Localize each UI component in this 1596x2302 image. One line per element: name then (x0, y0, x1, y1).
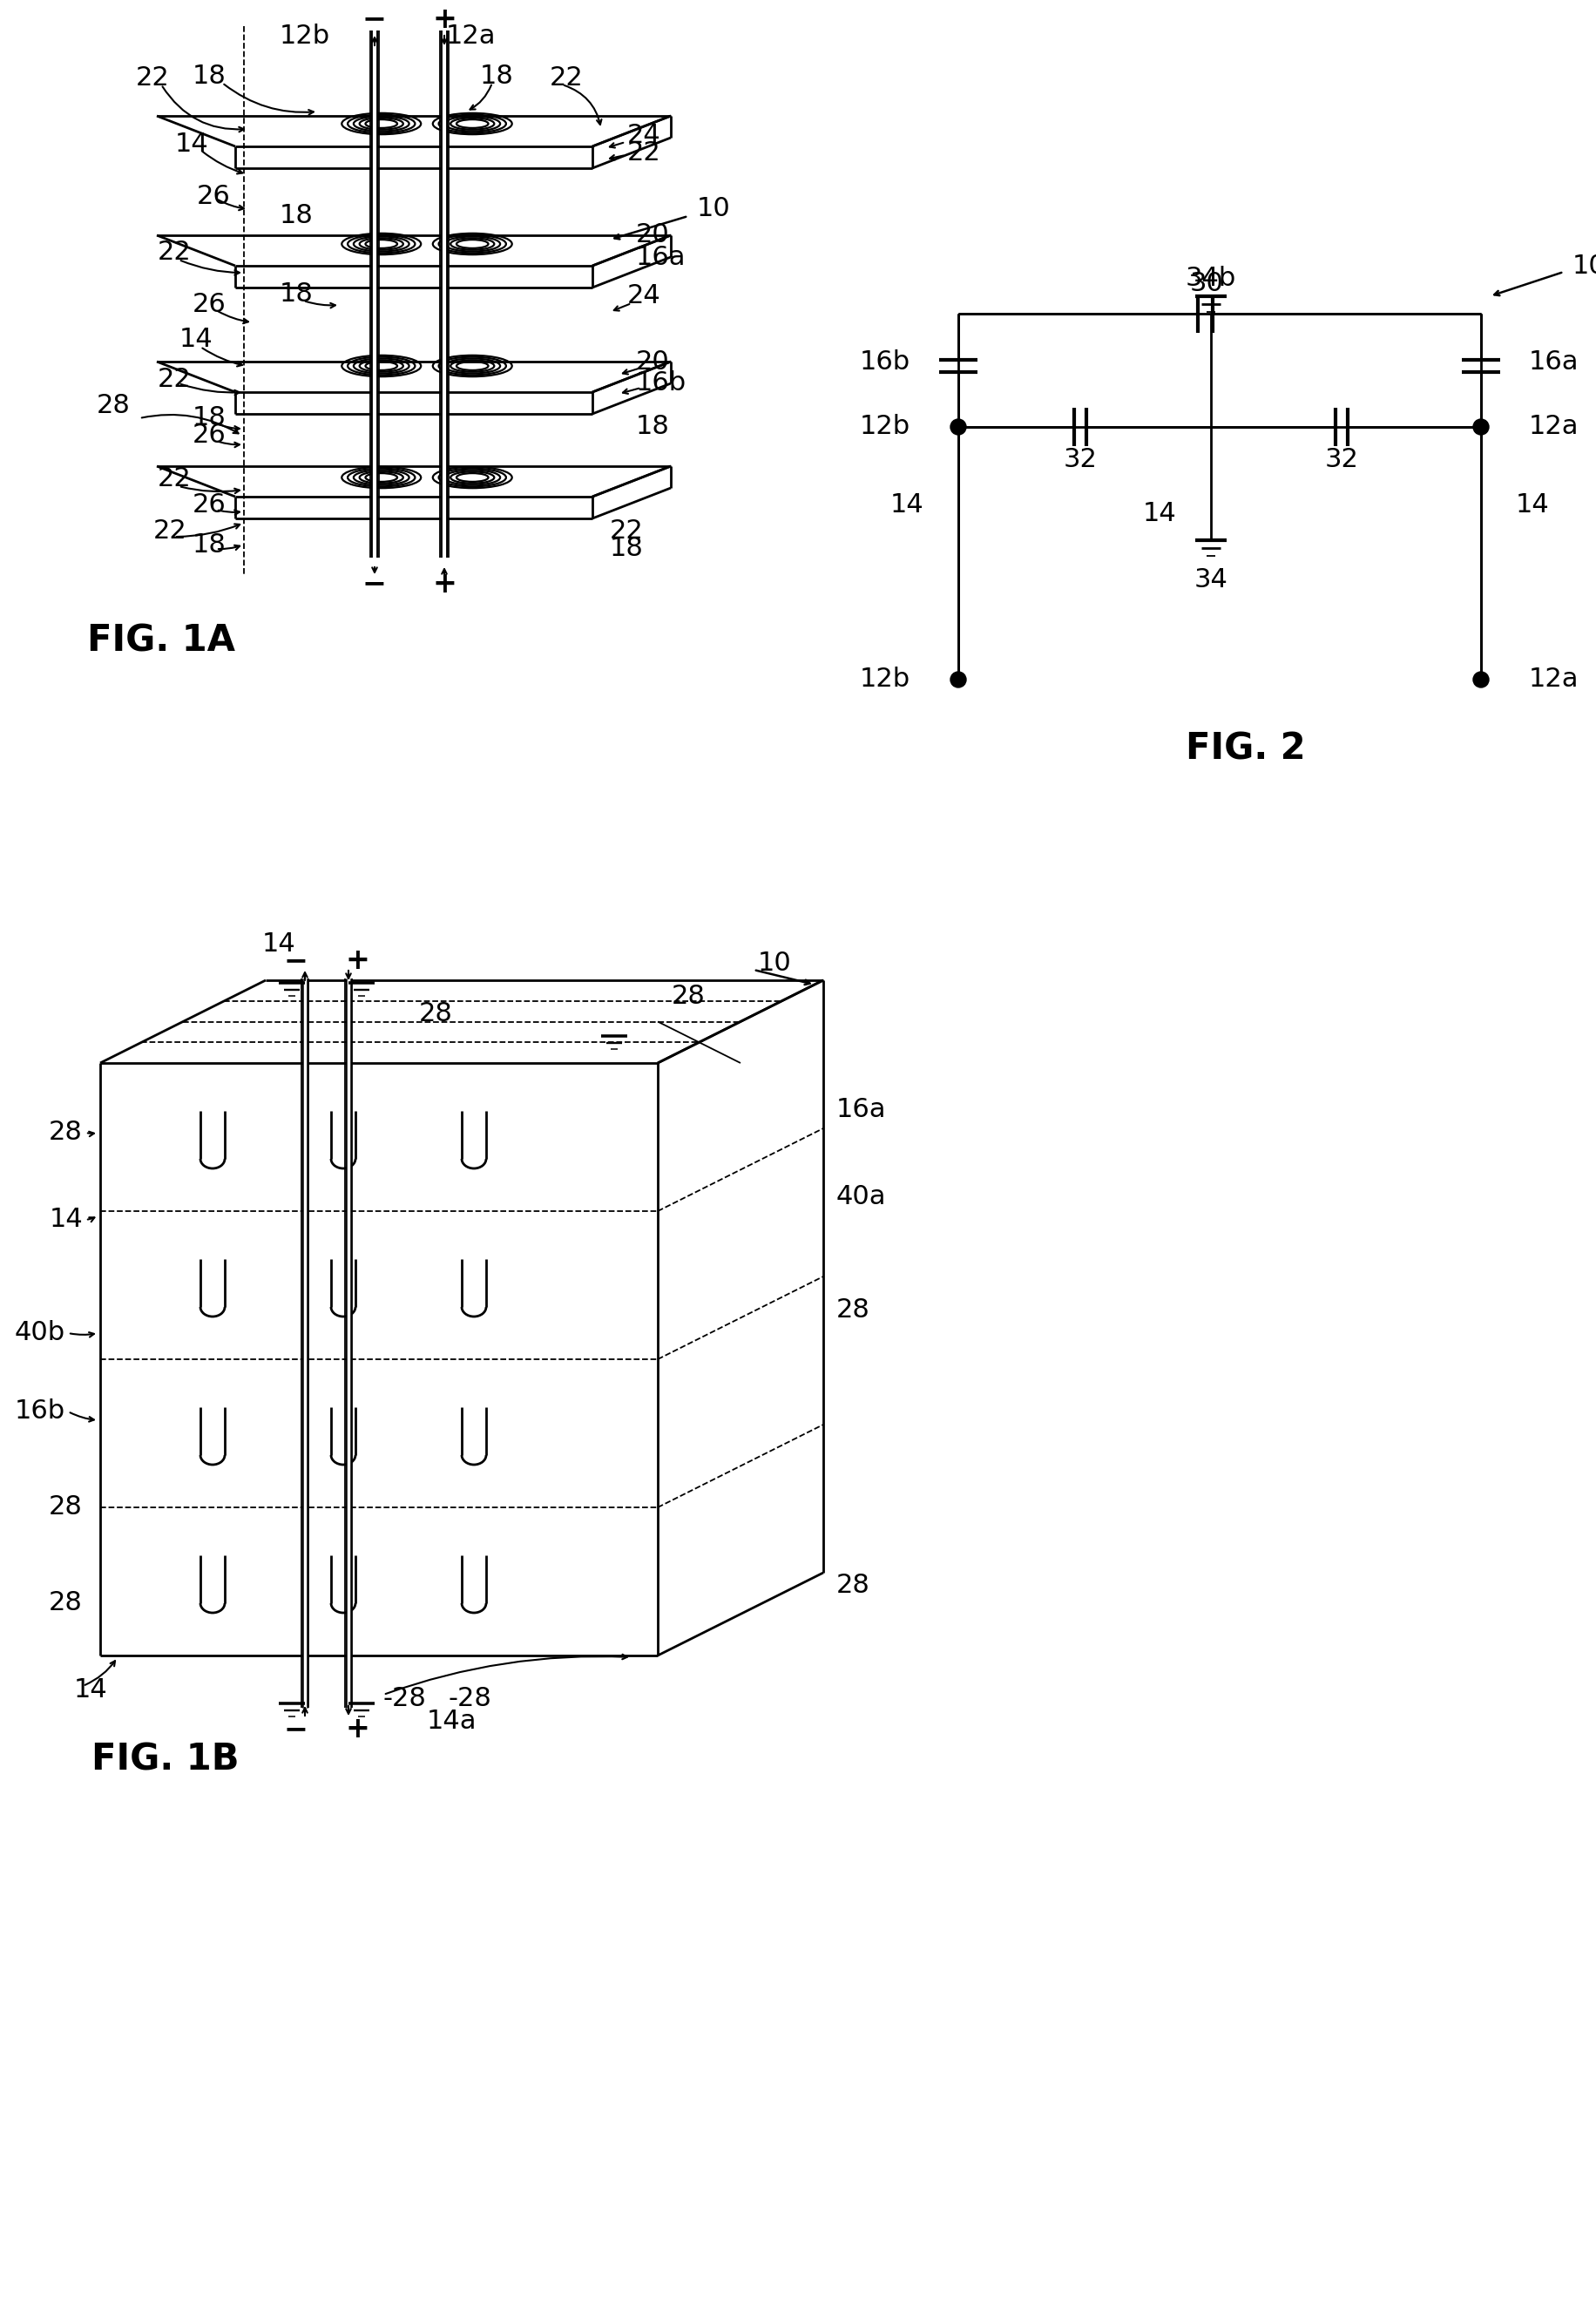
Text: 12a: 12a (1527, 414, 1578, 440)
Text: 28: 28 (49, 1591, 83, 1616)
Text: 14: 14 (889, 493, 922, 518)
Text: 40b: 40b (14, 1321, 65, 1347)
Text: 34b: 34b (1184, 267, 1235, 292)
Text: +: + (345, 1715, 369, 1745)
Text: -28: -28 (383, 1687, 426, 1713)
Circle shape (950, 672, 966, 688)
Text: 22: 22 (158, 239, 192, 265)
Text: FIG. 1A: FIG. 1A (88, 622, 235, 658)
Text: +: + (433, 569, 456, 599)
Text: 24: 24 (627, 122, 661, 147)
Text: 28: 28 (49, 1121, 83, 1146)
Text: 28: 28 (49, 1494, 83, 1519)
Text: +: + (433, 5, 456, 35)
Text: 34: 34 (1194, 566, 1227, 592)
Text: 16a: 16a (635, 244, 686, 269)
Text: −: − (284, 946, 308, 976)
Text: 28: 28 (836, 1572, 870, 1598)
Text: 12a: 12a (445, 23, 495, 48)
Text: 18: 18 (192, 64, 227, 90)
Text: 16a: 16a (836, 1096, 886, 1121)
Text: 26: 26 (192, 493, 227, 518)
Text: 18: 18 (279, 281, 313, 306)
Text: 22: 22 (627, 140, 661, 166)
Text: 18: 18 (192, 532, 227, 557)
Text: 10: 10 (758, 951, 792, 976)
Text: 28: 28 (418, 1001, 452, 1027)
Text: 18: 18 (479, 64, 514, 90)
Text: 14: 14 (73, 1678, 109, 1703)
Text: FIG. 2: FIG. 2 (1186, 732, 1306, 767)
Text: 14: 14 (49, 1206, 83, 1232)
Text: FIG. 1B: FIG. 1B (91, 1743, 239, 1779)
Text: +: + (345, 946, 369, 976)
Text: 22: 22 (158, 366, 192, 391)
Text: 40a: 40a (836, 1183, 886, 1209)
Text: 32: 32 (1063, 447, 1096, 472)
Text: 26: 26 (196, 184, 230, 209)
Text: 22: 22 (136, 67, 169, 92)
Text: 14: 14 (1141, 502, 1175, 527)
Text: 22: 22 (158, 467, 192, 493)
Text: −: − (362, 569, 386, 599)
Text: 16b: 16b (635, 371, 686, 396)
Text: 10: 10 (696, 196, 731, 221)
Text: 18: 18 (635, 414, 669, 440)
Text: 26: 26 (192, 424, 227, 449)
Circle shape (1473, 672, 1487, 688)
Text: 14: 14 (179, 327, 212, 352)
Text: -28: -28 (448, 1687, 492, 1713)
Text: 28: 28 (96, 394, 131, 417)
Text: 22: 22 (549, 67, 583, 92)
Text: 12a: 12a (1527, 668, 1578, 693)
Text: −: − (362, 5, 386, 35)
Text: 14: 14 (1515, 493, 1548, 518)
Text: 14: 14 (262, 930, 295, 955)
Text: 24: 24 (627, 283, 661, 308)
Text: 20: 20 (635, 223, 669, 249)
Text: 12b: 12b (279, 23, 330, 48)
Text: 18: 18 (279, 203, 313, 228)
Text: 16a: 16a (1527, 350, 1578, 375)
Text: −: − (284, 1715, 308, 1745)
Text: 22: 22 (153, 518, 187, 543)
Text: 18: 18 (610, 536, 643, 562)
Text: 10: 10 (1572, 253, 1596, 279)
Text: 26: 26 (192, 292, 227, 318)
Text: 28: 28 (670, 985, 705, 1008)
Text: 20: 20 (635, 350, 669, 375)
Text: 28: 28 (836, 1296, 870, 1321)
Text: 30: 30 (1189, 272, 1223, 297)
Circle shape (1473, 419, 1487, 435)
Text: 16b: 16b (859, 350, 910, 375)
Text: 16b: 16b (14, 1400, 65, 1425)
Text: 14: 14 (174, 131, 209, 157)
Text: 12b: 12b (859, 414, 910, 440)
Text: 18: 18 (192, 405, 227, 430)
Text: 22: 22 (610, 518, 643, 543)
Circle shape (950, 419, 966, 435)
Text: 14a: 14a (426, 1708, 477, 1733)
Text: 32: 32 (1325, 447, 1358, 472)
Text: 12b: 12b (859, 668, 910, 693)
